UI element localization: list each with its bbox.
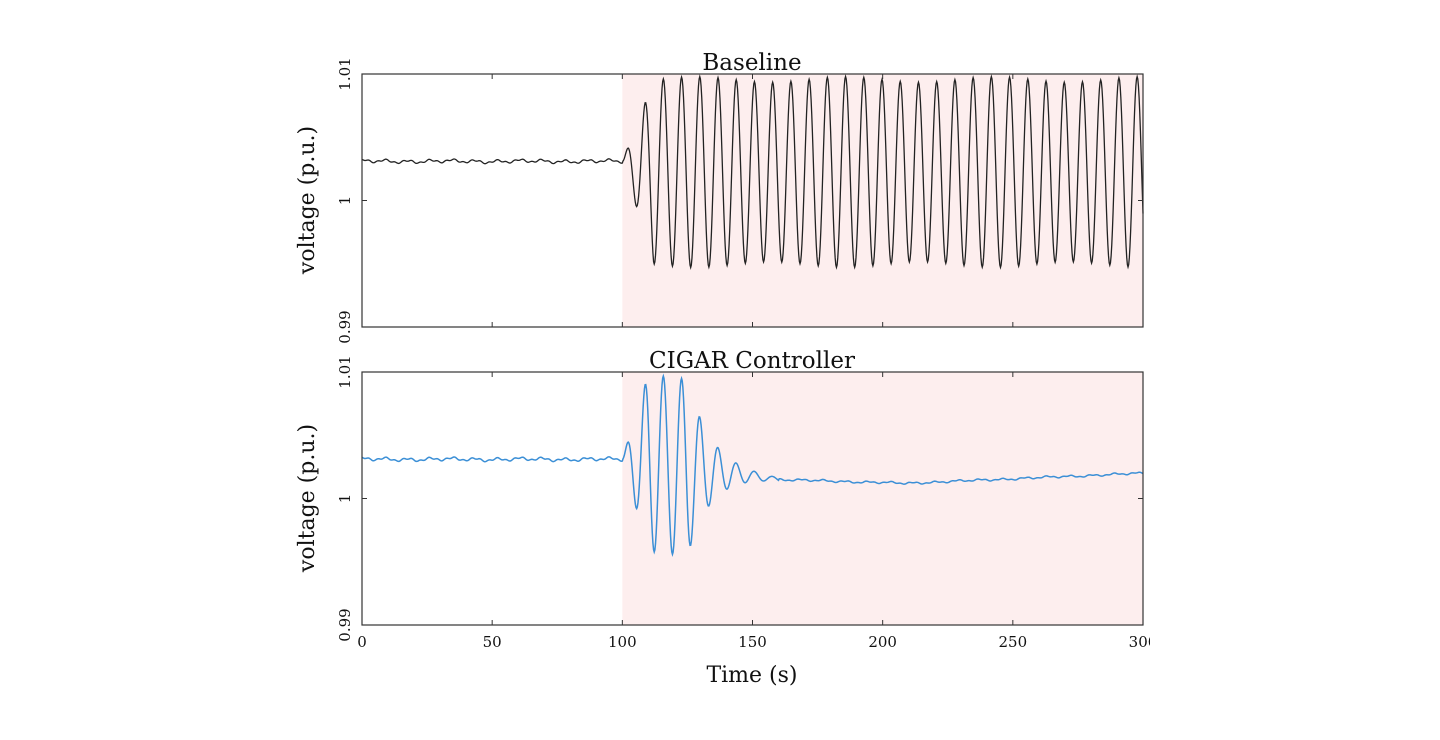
cigar-y-axis-label: voltage (p.u.)	[295, 424, 320, 573]
x-tick-label: 100	[608, 633, 637, 651]
y-tick-label: 0.99	[336, 310, 354, 343]
baseline-y-axis-label: voltage (p.u.)	[295, 126, 320, 275]
cigar-shaded-region	[622, 372, 1143, 625]
baseline-title: Baseline	[702, 50, 801, 76]
baseline-voltage-line	[361, 74, 1144, 270]
right-crop-mask	[1150, 0, 1440, 740]
x-tick-label: 0	[357, 633, 367, 651]
baseline-ticks: 0.99 1 1.01	[336, 57, 1144, 344]
x-tick-label: 200	[868, 633, 897, 651]
y-tick-label: 1	[336, 196, 354, 206]
y-tick-label: 0.99	[336, 608, 354, 641]
x-tick-label: 50	[483, 633, 502, 651]
x-tick-label: 250	[999, 633, 1028, 651]
y-tick-label: 1.01	[336, 355, 354, 388]
cigar-voltage-line	[361, 373, 1144, 558]
y-tick-label: 1.01	[336, 57, 354, 90]
baseline-shaded-region	[622, 74, 1143, 327]
panel-baseline: 0.99 1 1.01 Baseline voltage (p.u.)	[295, 50, 1144, 344]
cigar-title: CIGAR Controller	[649, 348, 855, 374]
y-tick-label: 1	[336, 494, 354, 504]
x-tick-label: 150	[738, 633, 767, 651]
x-axis-label: Time (s)	[706, 663, 797, 688]
